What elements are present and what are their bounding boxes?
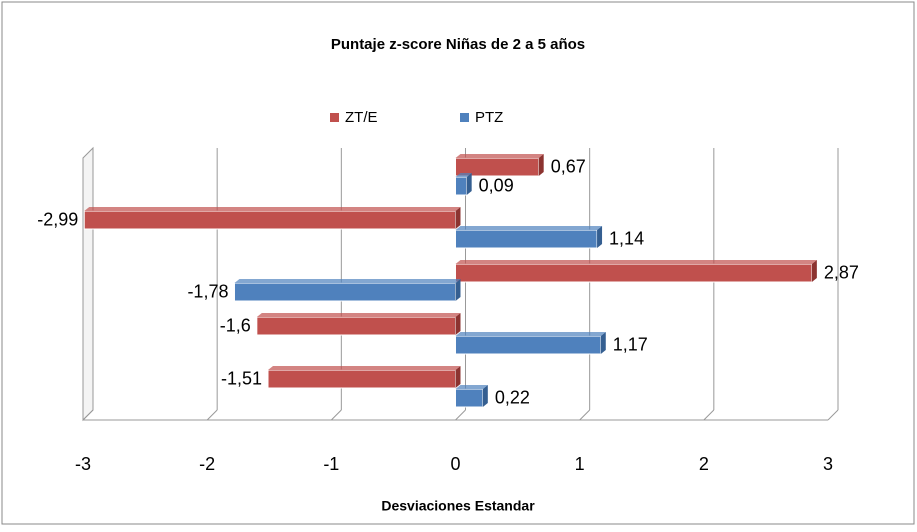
bar-side bbox=[811, 260, 817, 282]
x-tick-label: -3 bbox=[75, 454, 91, 474]
bar bbox=[455, 388, 484, 408]
bar bbox=[455, 263, 813, 283]
data-label: 0,22 bbox=[495, 387, 530, 407]
bar-top bbox=[455, 226, 603, 230]
bar-side bbox=[600, 332, 606, 354]
x-tick-label: -1 bbox=[323, 454, 339, 474]
data-label: -1,78 bbox=[187, 281, 228, 301]
grid-line bbox=[455, 409, 466, 421]
bar bbox=[256, 316, 457, 336]
data-label: 1,14 bbox=[609, 228, 644, 248]
bar bbox=[455, 335, 602, 355]
x-axis-title: Desviaciones Estandar bbox=[381, 498, 535, 514]
bar-side bbox=[597, 226, 603, 248]
legend-label: ZT/E bbox=[345, 109, 378, 126]
bar-side bbox=[538, 154, 544, 176]
bar-side bbox=[455, 207, 461, 229]
bar-side bbox=[455, 313, 461, 335]
bar-side bbox=[482, 385, 488, 407]
bar bbox=[83, 210, 456, 230]
grid-line bbox=[827, 409, 839, 421]
legend-label: PTZ bbox=[475, 109, 503, 126]
legend-swatch bbox=[330, 113, 339, 122]
grid-line bbox=[703, 409, 715, 421]
bar-top bbox=[455, 260, 817, 264]
side-wall bbox=[82, 146, 94, 422]
bar-top bbox=[256, 313, 461, 317]
bar-side bbox=[466, 173, 472, 195]
bar-top bbox=[268, 366, 461, 370]
bar bbox=[233, 282, 456, 302]
data-label: -1,51 bbox=[221, 368, 262, 388]
x-tick-label: 0 bbox=[450, 454, 460, 474]
grid-line bbox=[579, 409, 591, 421]
data-label: -1,6 bbox=[220, 315, 251, 335]
bar bbox=[455, 229, 598, 249]
bar-top bbox=[455, 332, 606, 336]
bar-top bbox=[84, 207, 461, 211]
x-tick-label: 1 bbox=[575, 454, 585, 474]
data-label: 0,09 bbox=[479, 175, 514, 195]
x-tick-label: 2 bbox=[699, 454, 709, 474]
data-label: 2,87 bbox=[824, 262, 859, 282]
bar-side bbox=[455, 279, 461, 301]
data-label: 0,67 bbox=[551, 156, 586, 176]
legend-swatch bbox=[460, 113, 469, 122]
bar-top bbox=[455, 385, 488, 389]
data-label: 1,17 bbox=[613, 334, 648, 354]
x-tick-label: -2 bbox=[199, 454, 215, 474]
bar-top bbox=[234, 279, 461, 283]
grid-line bbox=[82, 409, 94, 421]
grid-line bbox=[330, 409, 342, 421]
grid-line bbox=[206, 409, 218, 421]
bar-top bbox=[455, 173, 472, 177]
chart-title: Puntaje z-score Niñas de 2 a 5 años bbox=[331, 36, 585, 53]
data-label: -2,99 bbox=[37, 209, 78, 229]
bar bbox=[455, 176, 468, 196]
bar-side bbox=[455, 366, 461, 388]
bar-top bbox=[455, 154, 544, 158]
x-tick-label: 3 bbox=[823, 454, 833, 474]
bar bbox=[267, 369, 456, 389]
